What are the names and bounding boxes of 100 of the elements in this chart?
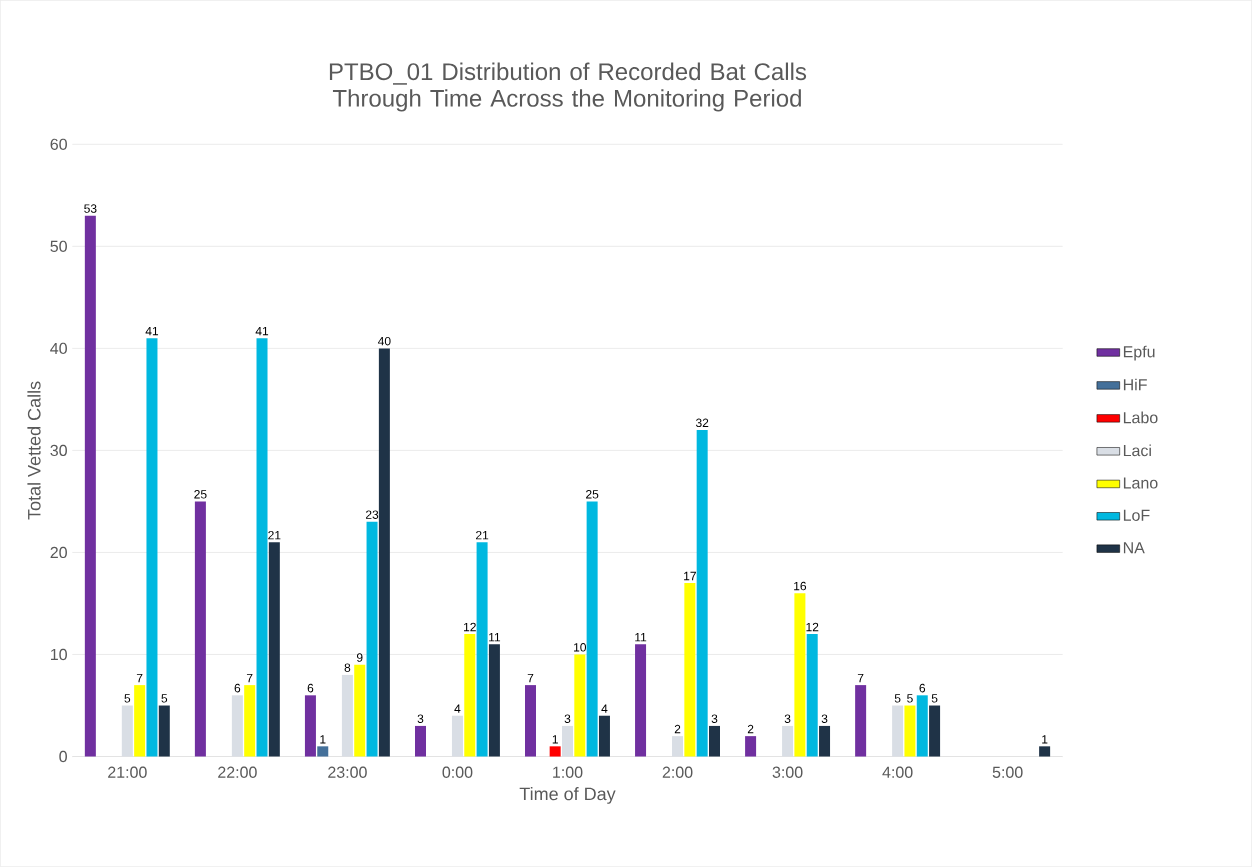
data-label: 4 (454, 704, 461, 713)
bar (696, 430, 708, 757)
bar (806, 634, 818, 757)
data-label: 6 (919, 683, 926, 693)
bar (476, 542, 488, 757)
data-label: 6 (234, 683, 241, 693)
data-label: 1 (1042, 735, 1048, 744)
data-label: 40 (377, 337, 391, 346)
data-label: 21 (268, 531, 281, 540)
data-label: 7 (527, 673, 534, 683)
x-tick-label: 21:00 (108, 766, 147, 778)
bar (635, 644, 647, 757)
legend-label: LoF (1123, 509, 1150, 522)
bar (84, 215, 96, 757)
data-label: 1 (552, 735, 558, 744)
data-label: 41 (255, 327, 269, 336)
data-label: 9 (356, 653, 363, 662)
bar (586, 501, 598, 757)
bar (134, 685, 146, 757)
data-label: 3 (711, 714, 718, 724)
legend-label: Epfu (1123, 345, 1155, 361)
data-label: 3 (564, 714, 571, 724)
data-label: 12 (464, 622, 476, 632)
data-label: 3 (784, 714, 791, 724)
data-label: 7 (246, 673, 253, 683)
x-tick-label: 2:00 (662, 766, 693, 778)
bar (929, 705, 941, 757)
y-tick-label: 10 (51, 648, 67, 661)
data-label: 10 (574, 643, 587, 652)
bar (904, 705, 916, 757)
y-tick-label: 0 (59, 750, 67, 763)
bar (574, 654, 586, 757)
data-label: 2 (674, 724, 681, 734)
legend-label: NA (1123, 542, 1145, 554)
x-tick-label: 4:00 (882, 766, 913, 778)
x-tick-label: 5:00 (992, 766, 1023, 778)
bar (256, 338, 268, 757)
data-label: 8 (344, 663, 351, 673)
data-label: 53 (84, 204, 97, 213)
bar (794, 593, 806, 757)
y-tick-label: 30 (50, 444, 67, 457)
bar (916, 695, 928, 757)
data-label: 5 (931, 694, 938, 703)
data-label: 11 (635, 633, 647, 642)
y-axis-title: Total Vetted Calls (27, 381, 41, 520)
bar (855, 685, 867, 757)
legend-label: Labo (1123, 411, 1158, 424)
y-tick-label: 20 (50, 546, 67, 559)
y-tick-label: 60 (50, 138, 67, 151)
data-label: 5 (124, 694, 131, 703)
data-label: 41 (145, 327, 159, 336)
data-label: 23 (365, 510, 379, 519)
data-label: 5 (161, 694, 168, 703)
data-label: 32 (695, 418, 709, 428)
bar (194, 501, 206, 757)
legend-label: HiF (1123, 378, 1147, 391)
bar (488, 644, 500, 757)
x-tick-label: 23:00 (328, 766, 367, 778)
bar (684, 583, 696, 757)
data-label: 4 (601, 704, 608, 713)
bar (549, 746, 561, 757)
y-tick-label: 40 (50, 342, 67, 355)
bar (414, 726, 426, 757)
bar (317, 746, 329, 757)
data-label: 11 (489, 633, 501, 642)
x-axis-title: Time of Day (519, 787, 616, 804)
bar (525, 685, 537, 757)
legend-label: Laci (1123, 444, 1151, 457)
legend-label: Lano (1123, 477, 1158, 489)
bar (378, 348, 390, 757)
bar (268, 542, 280, 757)
bar (819, 726, 831, 757)
x-tick-label: 1:00 (553, 766, 583, 778)
bar (158, 705, 170, 757)
bar (1039, 746, 1051, 757)
data-label: 12 (806, 622, 819, 632)
data-label: 6 (307, 683, 314, 693)
chart-title: PTBO_01 Distribution of Recorded Bat Calls Through Time Across the Monitoring Period (329, 62, 807, 112)
bar (598, 715, 610, 757)
bar (146, 338, 158, 757)
x-tick-label: 0:00 (442, 766, 473, 778)
bar (745, 736, 757, 757)
data-label: 17 (684, 571, 696, 581)
data-label: 3 (821, 714, 828, 724)
data-label: 2 (747, 724, 754, 734)
data-label: 21 (476, 531, 489, 540)
x-tick-label: 3:00 (772, 766, 803, 778)
data-label: 25 (586, 490, 599, 499)
bar (366, 521, 378, 757)
bar (464, 634, 476, 757)
bar (354, 664, 366, 757)
data-label: 5 (894, 694, 901, 703)
data-label: 25 (194, 490, 207, 499)
data-label: 7 (136, 673, 143, 683)
x-tick-label: 22:00 (218, 766, 257, 778)
bar (709, 726, 721, 757)
data-label: 16 (794, 581, 807, 591)
data-label: 1 (320, 735, 326, 744)
bar (244, 685, 256, 757)
y-tick-label: 50 (50, 240, 67, 253)
